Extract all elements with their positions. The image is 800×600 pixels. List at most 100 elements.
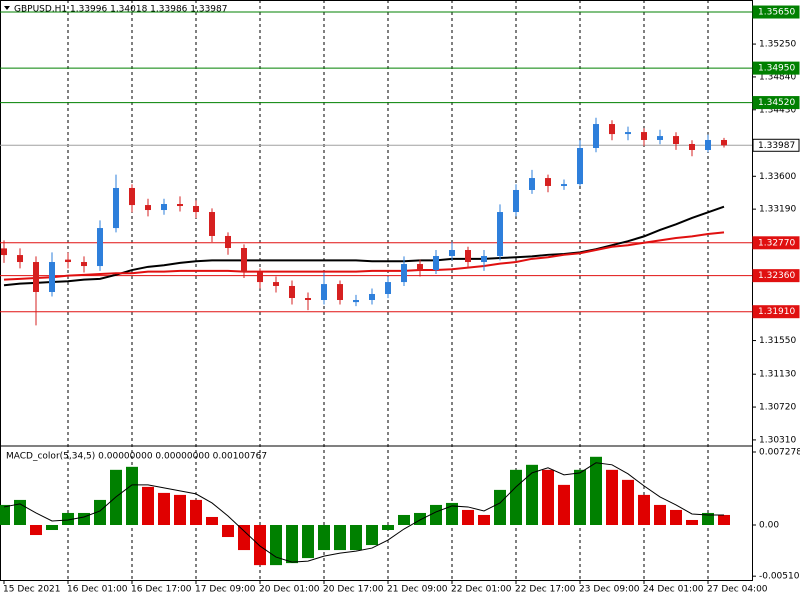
macd-bar (494, 489, 506, 525)
macd-signal (3, 462, 724, 563)
candle-body (97, 228, 103, 267)
level-label: 1.33987 (758, 141, 795, 151)
x-tick-label: 24 Dec 01:00 (643, 585, 704, 595)
macd-bar (702, 512, 714, 525)
macd-bar (46, 524, 58, 531)
candle-body (609, 124, 615, 135)
macd-bar (286, 524, 298, 564)
candle-body (433, 256, 439, 271)
candle-body (561, 184, 567, 186)
macd-bar (142, 486, 154, 525)
candle-body (369, 293, 375, 301)
macd-bar (0, 504, 10, 525)
y-tick-label: 1.30720 (759, 403, 796, 413)
candle-body (257, 272, 263, 283)
x-tick-label: 27 Dec 04:00 (707, 585, 768, 595)
macd-bar (446, 502, 458, 525)
candle-body (657, 136, 663, 140)
macd-bar (78, 512, 90, 525)
candle-body (705, 139, 711, 151)
candle-body (177, 204, 183, 207)
macd-bar (174, 494, 186, 525)
macd-bar (206, 516, 218, 525)
candle-body (593, 124, 599, 148)
macd-bar (398, 514, 410, 525)
y-tick-label: 1.31130 (759, 370, 796, 380)
candle-body (49, 262, 55, 292)
y-tick-label: 1.33600 (759, 172, 796, 182)
candle-body (273, 282, 279, 286)
level-box (752, 305, 800, 319)
candle-body (417, 264, 423, 271)
x-tick-label: 16 Dec 17:00 (131, 585, 192, 595)
level-label: 1.32770 (758, 238, 795, 248)
x-tick-label: 20 Dec 17:00 (323, 585, 384, 595)
candle-body (481, 256, 487, 263)
y-tick-label: 1.33190 (759, 205, 796, 215)
candle-body (193, 206, 199, 213)
candle-body (305, 298, 311, 301)
macd-bar (654, 504, 666, 525)
candle-body (465, 250, 471, 263)
macd-bar (414, 512, 426, 525)
macd-bar (190, 499, 202, 525)
level-label: 1.35650 (758, 8, 795, 18)
y-tick-label: 1.34840 (759, 72, 796, 82)
level-box (752, 236, 800, 250)
candle-body (129, 187, 135, 206)
level-box (752, 269, 800, 283)
level-box (752, 5, 800, 19)
macd-bar (622, 479, 634, 525)
candle-body (161, 204, 167, 211)
macd-bar (606, 469, 618, 525)
x-tick-label: 22 Dec 01:00 (451, 585, 512, 595)
level-box (752, 138, 800, 152)
candle-body (289, 285, 295, 299)
candle-body (321, 284, 327, 301)
x-tick-label: 17 Dec 09:00 (195, 585, 256, 595)
candle-body (17, 255, 23, 263)
macd-bar (62, 512, 74, 525)
y-tick-label: 0.0072782 (759, 447, 800, 457)
candle-body (401, 264, 407, 283)
macd-bar (30, 524, 42, 536)
level-label: 1.34950 (758, 64, 795, 74)
candle-body (1, 248, 7, 256)
x-tick-label: 22 Dec 17:00 (515, 585, 576, 595)
macd-bar (574, 469, 586, 525)
moving-average (3, 231, 725, 281)
macd-bar (270, 524, 282, 566)
candle-body (33, 262, 39, 292)
macd-bar (670, 509, 682, 525)
x-tick-label: 21 Dec 09:00 (387, 585, 448, 595)
candle-body (209, 212, 215, 236)
y-tick-label: 1.31550 (759, 336, 796, 346)
candle-body (449, 250, 455, 257)
y-tick-label: 1.34430 (759, 105, 796, 115)
macd-bar (302, 524, 314, 559)
macd-bar (558, 484, 570, 525)
x-tick-label: 16 Dec 01:00 (67, 585, 128, 595)
level-label: 1.31910 (758, 307, 795, 317)
candle-body (641, 132, 647, 140)
candle-body (337, 284, 343, 301)
macd-bar (718, 514, 730, 525)
macd-bar (462, 509, 474, 525)
macd-bar (510, 469, 522, 525)
macd-bar (542, 469, 554, 525)
chart-title: GBPUSD,H1 1.33996 1.34018 1.33986 1.3398… (14, 5, 227, 15)
macd-bar (334, 524, 346, 551)
candle-body (225, 235, 231, 249)
indicator-title: MACD_color(5,34,5) 0.00000000 0.00000000… (6, 452, 267, 462)
x-tick-label: 23 Dec 09:00 (579, 585, 640, 595)
candle-body (689, 143, 695, 151)
candle-body (241, 248, 247, 273)
x-tick-label: 15 Dec 2021 (3, 585, 61, 595)
level-box (752, 61, 800, 75)
menu-icon[interactable] (4, 6, 10, 10)
level-label: 1.32360 (758, 271, 795, 281)
candle-body (353, 300, 359, 303)
y-tick-label: 0.00 (759, 520, 779, 530)
macd-bar (126, 466, 138, 525)
macd-bar (350, 524, 362, 551)
